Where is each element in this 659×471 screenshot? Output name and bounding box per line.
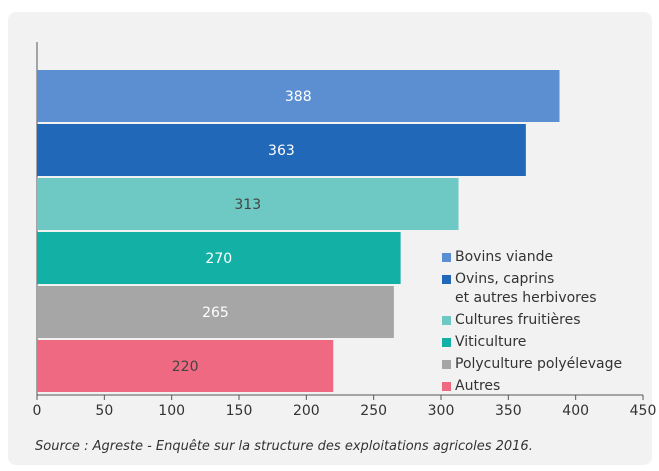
value-label: 313 bbox=[234, 197, 261, 213]
legend-swatch bbox=[442, 382, 451, 391]
legend-entry: Bovins viande bbox=[442, 248, 622, 267]
value-label: 220 bbox=[172, 359, 199, 375]
value-label: 363 bbox=[268, 143, 295, 159]
legend-swatch bbox=[442, 316, 451, 325]
legend: Bovins viande Ovins, caprins et autres he… bbox=[442, 248, 622, 399]
x-tick-label: 0 bbox=[33, 403, 42, 419]
legend-entry: Ovins, caprins et autres herbivores bbox=[442, 270, 622, 308]
legend-swatch bbox=[442, 253, 451, 262]
legend-swatch bbox=[442, 360, 451, 369]
bar bbox=[37, 178, 459, 230]
x-tick-label: 150 bbox=[226, 403, 253, 419]
legend-label: Polyculture polyélevage bbox=[455, 356, 623, 372]
x-tick-label: 300 bbox=[428, 403, 455, 419]
legend-entry: Polyculture polyélevage bbox=[442, 355, 622, 374]
x-tick-label: 450 bbox=[630, 403, 657, 419]
source-note: Source : Agreste - Enquête sur la struct… bbox=[35, 439, 533, 454]
legend-label: Ovins, caprins et autres herbivores bbox=[455, 271, 597, 306]
value-label: 270 bbox=[205, 251, 232, 267]
legend-entry: Autres bbox=[442, 377, 622, 396]
bar bbox=[37, 70, 560, 122]
legend-swatch bbox=[442, 338, 451, 347]
legend-swatch bbox=[442, 275, 451, 284]
legend-label: Autres bbox=[455, 378, 501, 394]
legend-label: Cultures fruitières bbox=[455, 312, 581, 328]
x-tick-label: 100 bbox=[158, 403, 185, 419]
bar bbox=[37, 124, 526, 176]
x-tick-label: 200 bbox=[293, 403, 320, 419]
x-tick-label: 250 bbox=[360, 403, 387, 419]
value-label: 388 bbox=[285, 89, 312, 105]
legend-label: Bovins viande bbox=[455, 249, 554, 265]
bar bbox=[37, 232, 401, 284]
legend-label: Viticulture bbox=[455, 334, 527, 350]
bar bbox=[37, 340, 334, 392]
bar bbox=[37, 286, 394, 338]
x-tick-label: 400 bbox=[562, 403, 589, 419]
x-tick-label: 50 bbox=[95, 403, 113, 419]
x-tick-label: 350 bbox=[495, 403, 522, 419]
legend-entry: Viticulture bbox=[442, 333, 622, 352]
value-label: 265 bbox=[202, 305, 229, 321]
legend-entry: Cultures fruitières bbox=[442, 311, 622, 330]
